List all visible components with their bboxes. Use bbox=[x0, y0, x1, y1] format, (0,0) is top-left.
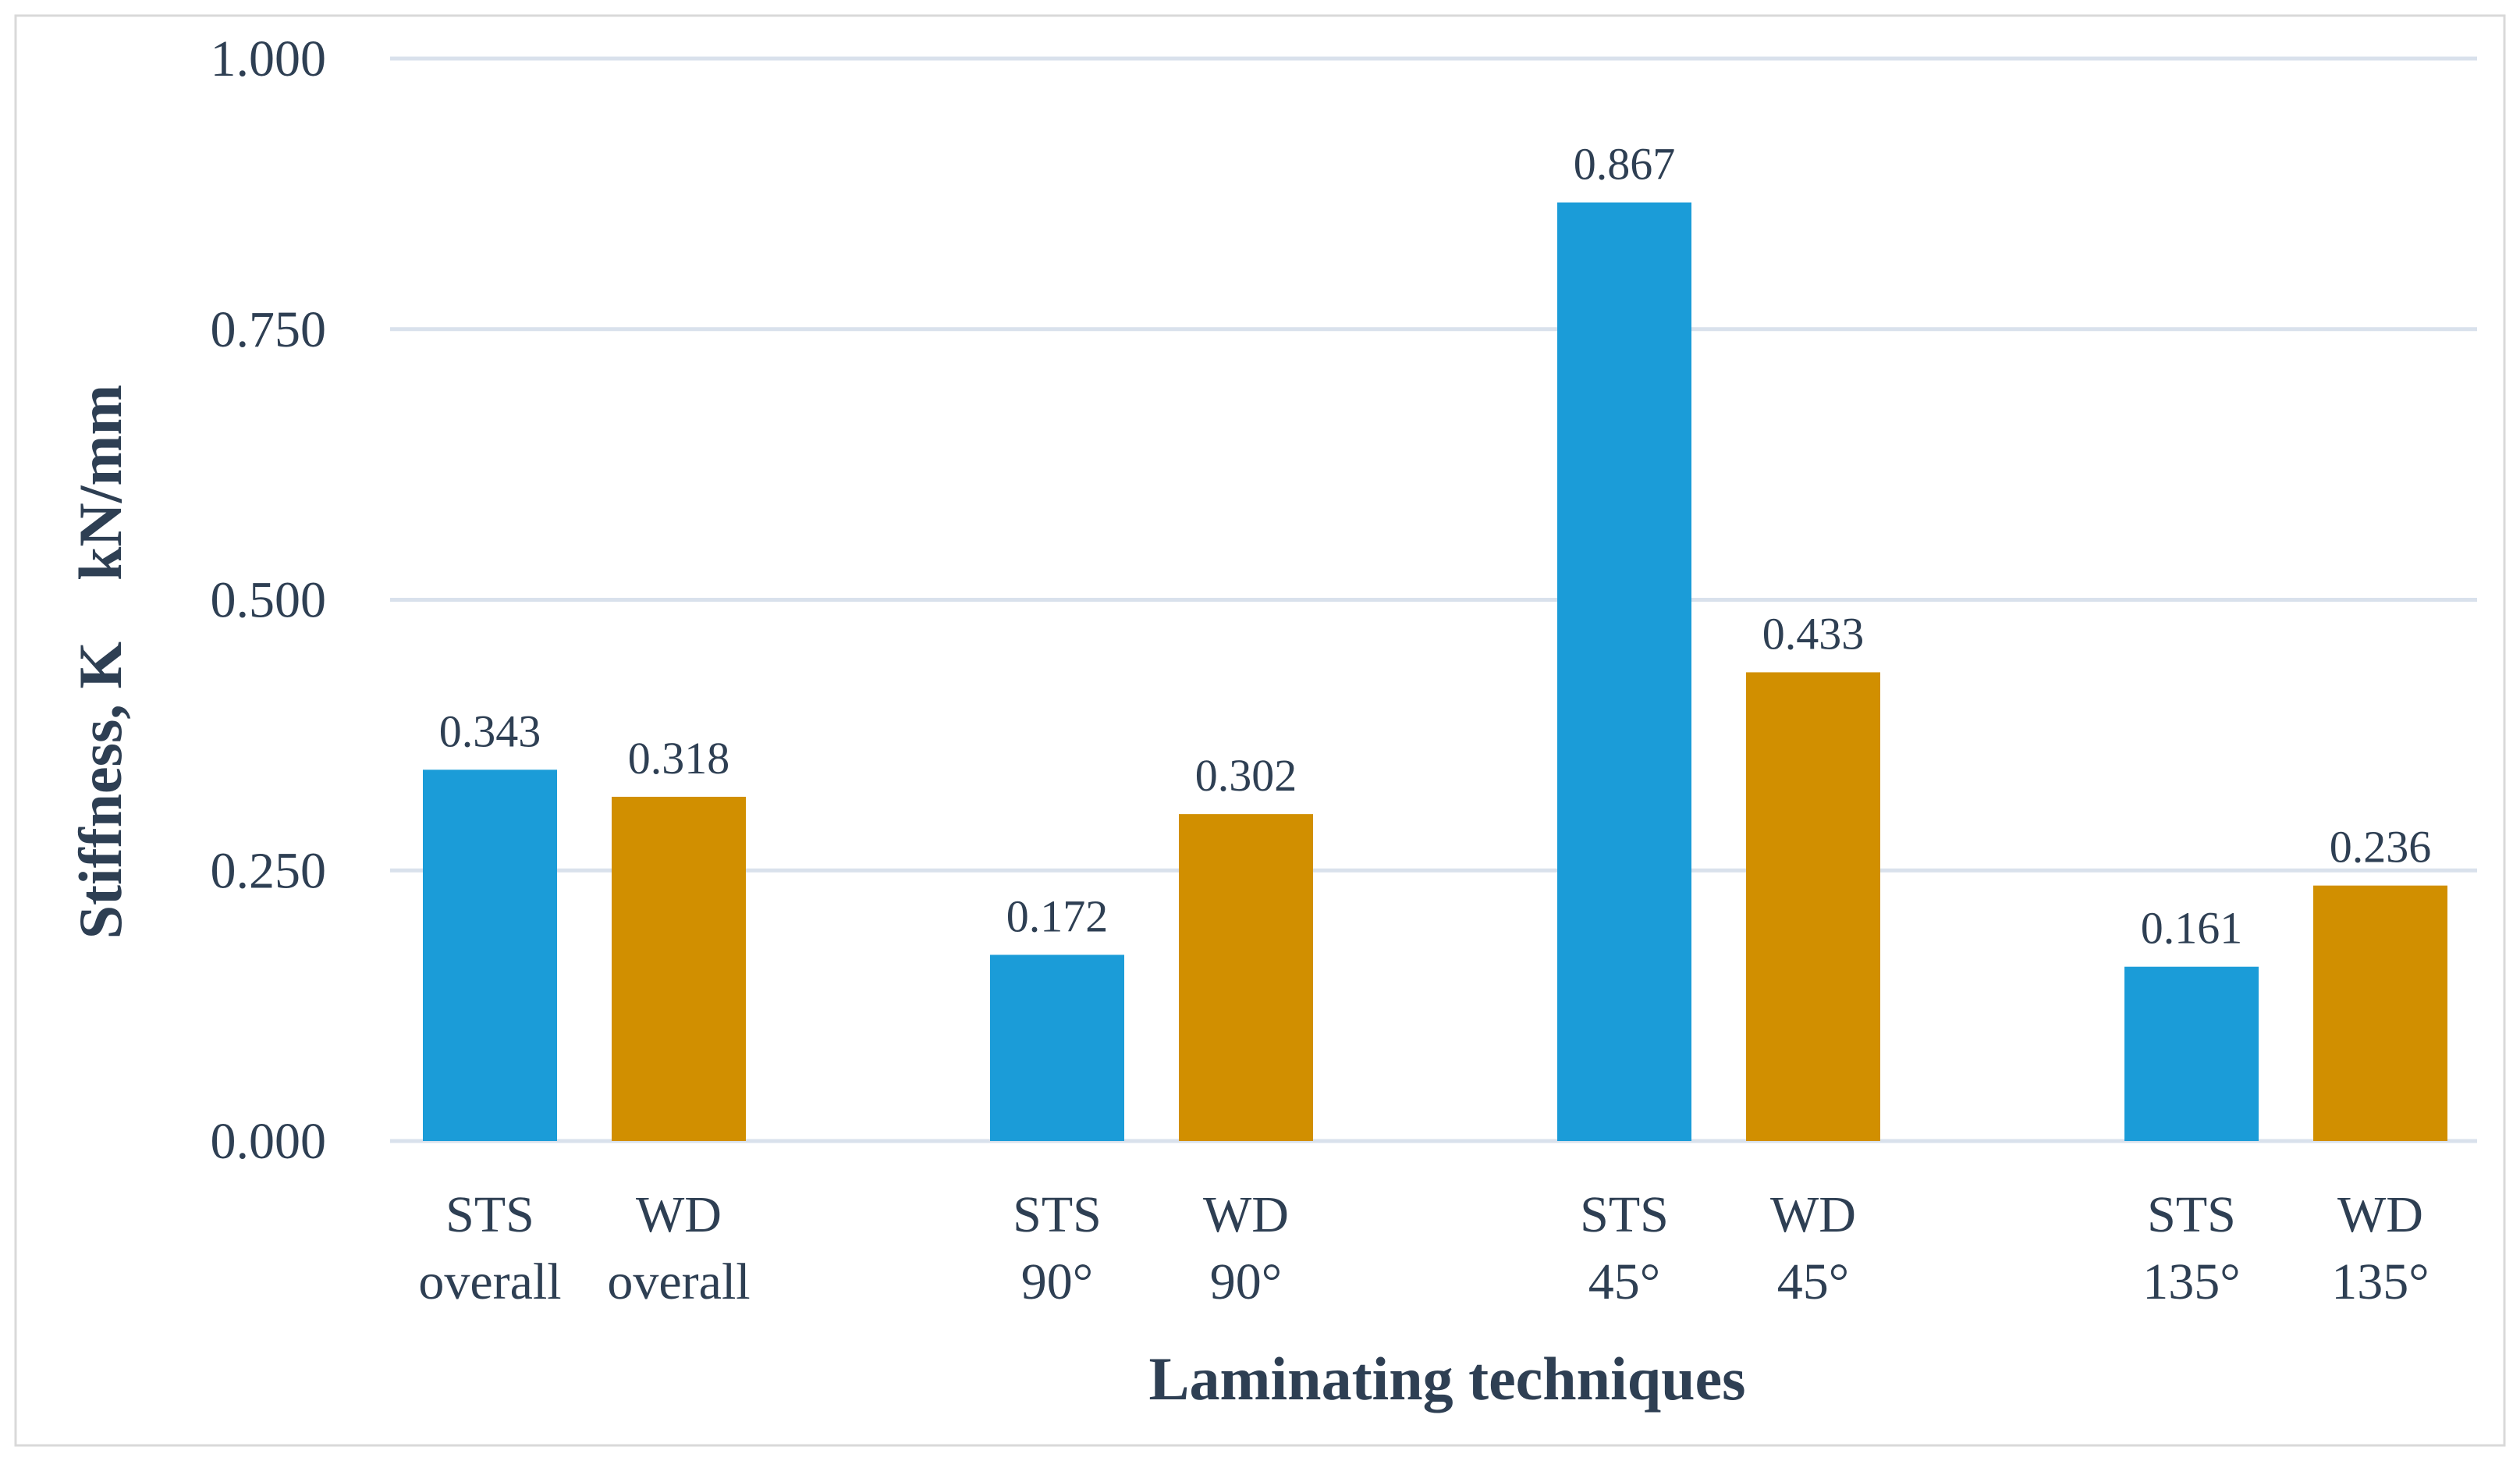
data-label: 0.318 bbox=[628, 733, 730, 784]
y-tick-label: 0.250 bbox=[211, 842, 327, 899]
data-labels: 0.343 0.318 0.172 0.302 0.867 0.433 0.161 0.236 bbox=[439, 138, 2432, 953]
x-tick-label-top: STS bbox=[1013, 1186, 1102, 1243]
y-axis-ticks: 0.000 0.250 0.500 0.750 1.000 bbox=[211, 30, 327, 1170]
x-tick-label-bottom: 90° bbox=[1021, 1253, 1093, 1310]
data-label: 0.236 bbox=[2330, 822, 2432, 873]
bar-sts-6 bbox=[2124, 966, 2259, 1141]
y-tick-label: 0.000 bbox=[211, 1113, 327, 1170]
x-tick-label-bottom: 135° bbox=[2331, 1253, 2429, 1310]
data-label: 0.433 bbox=[1762, 608, 1865, 659]
bar-wd-7 bbox=[2313, 885, 2447, 1141]
chart-frame bbox=[14, 14, 2506, 1447]
x-tick-label-bottom: 45° bbox=[1588, 1253, 1660, 1310]
data-label: 0.867 bbox=[1574, 138, 1676, 189]
bar-wd-3 bbox=[1179, 814, 1313, 1141]
bar-wd-1 bbox=[612, 796, 746, 1141]
x-tick-label-top: WD bbox=[2337, 1186, 2423, 1243]
bars bbox=[423, 202, 2447, 1142]
data-label: 0.343 bbox=[439, 706, 541, 756]
y-tick-label: 0.500 bbox=[211, 572, 327, 629]
x-axis-ticks: STS overall WD overall STS 90° WD 90° STS 45° WD 45… bbox=[418, 1186, 2429, 1310]
y-axis-title: Stiffness, K kN/mm bbox=[66, 385, 134, 940]
bar-sts-4 bbox=[1557, 202, 1691, 1142]
x-tick-label-bottom: 45° bbox=[1777, 1253, 1849, 1310]
x-tick-label-top: STS bbox=[1580, 1186, 1669, 1243]
data-label: 0.172 bbox=[1006, 890, 1109, 941]
y-tick-label: 0.750 bbox=[211, 301, 327, 358]
y-tick-label: 1.000 bbox=[211, 30, 327, 87]
bar-sts-0 bbox=[423, 770, 557, 1141]
x-tick-label-bottom: overall bbox=[607, 1253, 750, 1310]
x-tick-label-top: WD bbox=[636, 1186, 722, 1243]
x-tick-label-top: STS bbox=[445, 1186, 534, 1243]
x-tick-label-bottom: overall bbox=[418, 1253, 561, 1310]
x-axis-title: Laminating techniques bbox=[1149, 1345, 1746, 1413]
data-label: 0.302 bbox=[1195, 750, 1297, 801]
data-label: 0.161 bbox=[2141, 903, 2243, 954]
x-tick-label-bottom: 135° bbox=[2142, 1253, 2240, 1310]
x-tick-label-top: WD bbox=[1203, 1186, 1289, 1243]
x-tick-label-top: STS bbox=[2147, 1186, 2236, 1243]
x-tick-label-top: WD bbox=[1770, 1186, 1856, 1243]
x-tick-label-bottom: 90° bbox=[1210, 1253, 1282, 1310]
bar-wd-5 bbox=[1746, 672, 1880, 1141]
bar-sts-2 bbox=[990, 954, 1124, 1141]
